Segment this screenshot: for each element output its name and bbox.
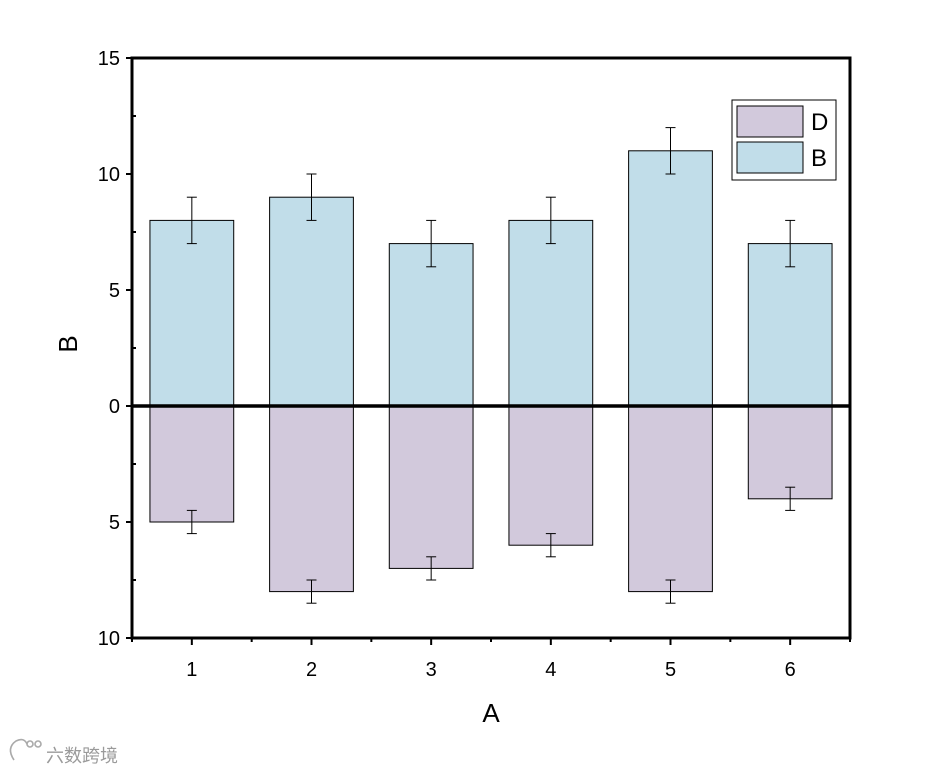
y-tick-label: 10	[98, 628, 120, 650]
watermark-logo-icon	[9, 738, 42, 761]
bar-B-1	[149, 219, 235, 407]
y-axis-title: B	[53, 335, 83, 352]
y-tick-label: 5	[109, 512, 120, 534]
x-axis-title: A	[482, 698, 500, 728]
error-bar-B-1	[186, 196, 197, 245]
y-tick-label: 0	[109, 396, 120, 418]
bar-D-2	[269, 405, 354, 593]
error-bar-D-6	[785, 486, 796, 511]
bar-D-3	[388, 405, 474, 569]
bar-D-5	[628, 405, 713, 593]
y-tick-label: 5	[109, 280, 120, 302]
bar-D-1	[149, 405, 235, 523]
x-axis: 1 2 3 4 5 6	[131, 638, 851, 681]
error-bar-B-4	[545, 196, 556, 245]
watermark: 六数跨境	[9, 738, 118, 766]
bar-B-6	[747, 243, 833, 407]
bar-B-5	[628, 150, 713, 407]
y-tick-label: 10	[98, 164, 120, 186]
error-bar-D-4	[545, 533, 556, 558]
legend-label-B: B	[811, 145, 827, 172]
error-bar-B-3	[426, 219, 437, 268]
error-bar-D-5	[665, 579, 676, 604]
error-bar-D-2	[306, 579, 317, 604]
legend-swatch-B	[736, 141, 804, 174]
y-tick-label: 15	[98, 48, 120, 70]
y-axis: 15 10 5 0 5 10	[98, 48, 136, 650]
legend-label-D: D	[811, 109, 828, 136]
error-bar-D-3	[426, 556, 437, 581]
x-tick-label: 5	[665, 659, 676, 681]
bar-B-2	[269, 196, 354, 407]
x-tick-label: 4	[545, 659, 556, 681]
bar-B-4	[508, 219, 594, 407]
legend-items: DB	[736, 105, 828, 174]
bars-layer	[149, 150, 833, 593]
bar-D-4	[508, 405, 594, 546]
legend: DB	[731, 99, 837, 181]
error-bar-D-1	[186, 509, 197, 535]
bar-B-3	[388, 243, 474, 407]
watermark-text: 六数跨境	[46, 746, 118, 766]
error-bar-B-5	[665, 127, 676, 175]
x-tick-label: 2	[306, 659, 317, 681]
error-bar-B-2	[306, 173, 317, 221]
legend-swatch-D	[736, 105, 804, 138]
bar-D-6	[747, 405, 833, 500]
x-tick-label: 1	[186, 659, 197, 681]
error-bars-layer	[186, 127, 796, 604]
error-bar-B-6	[785, 219, 796, 268]
x-tick-label: 3	[426, 659, 437, 681]
x-tick-label: 6	[785, 659, 796, 681]
